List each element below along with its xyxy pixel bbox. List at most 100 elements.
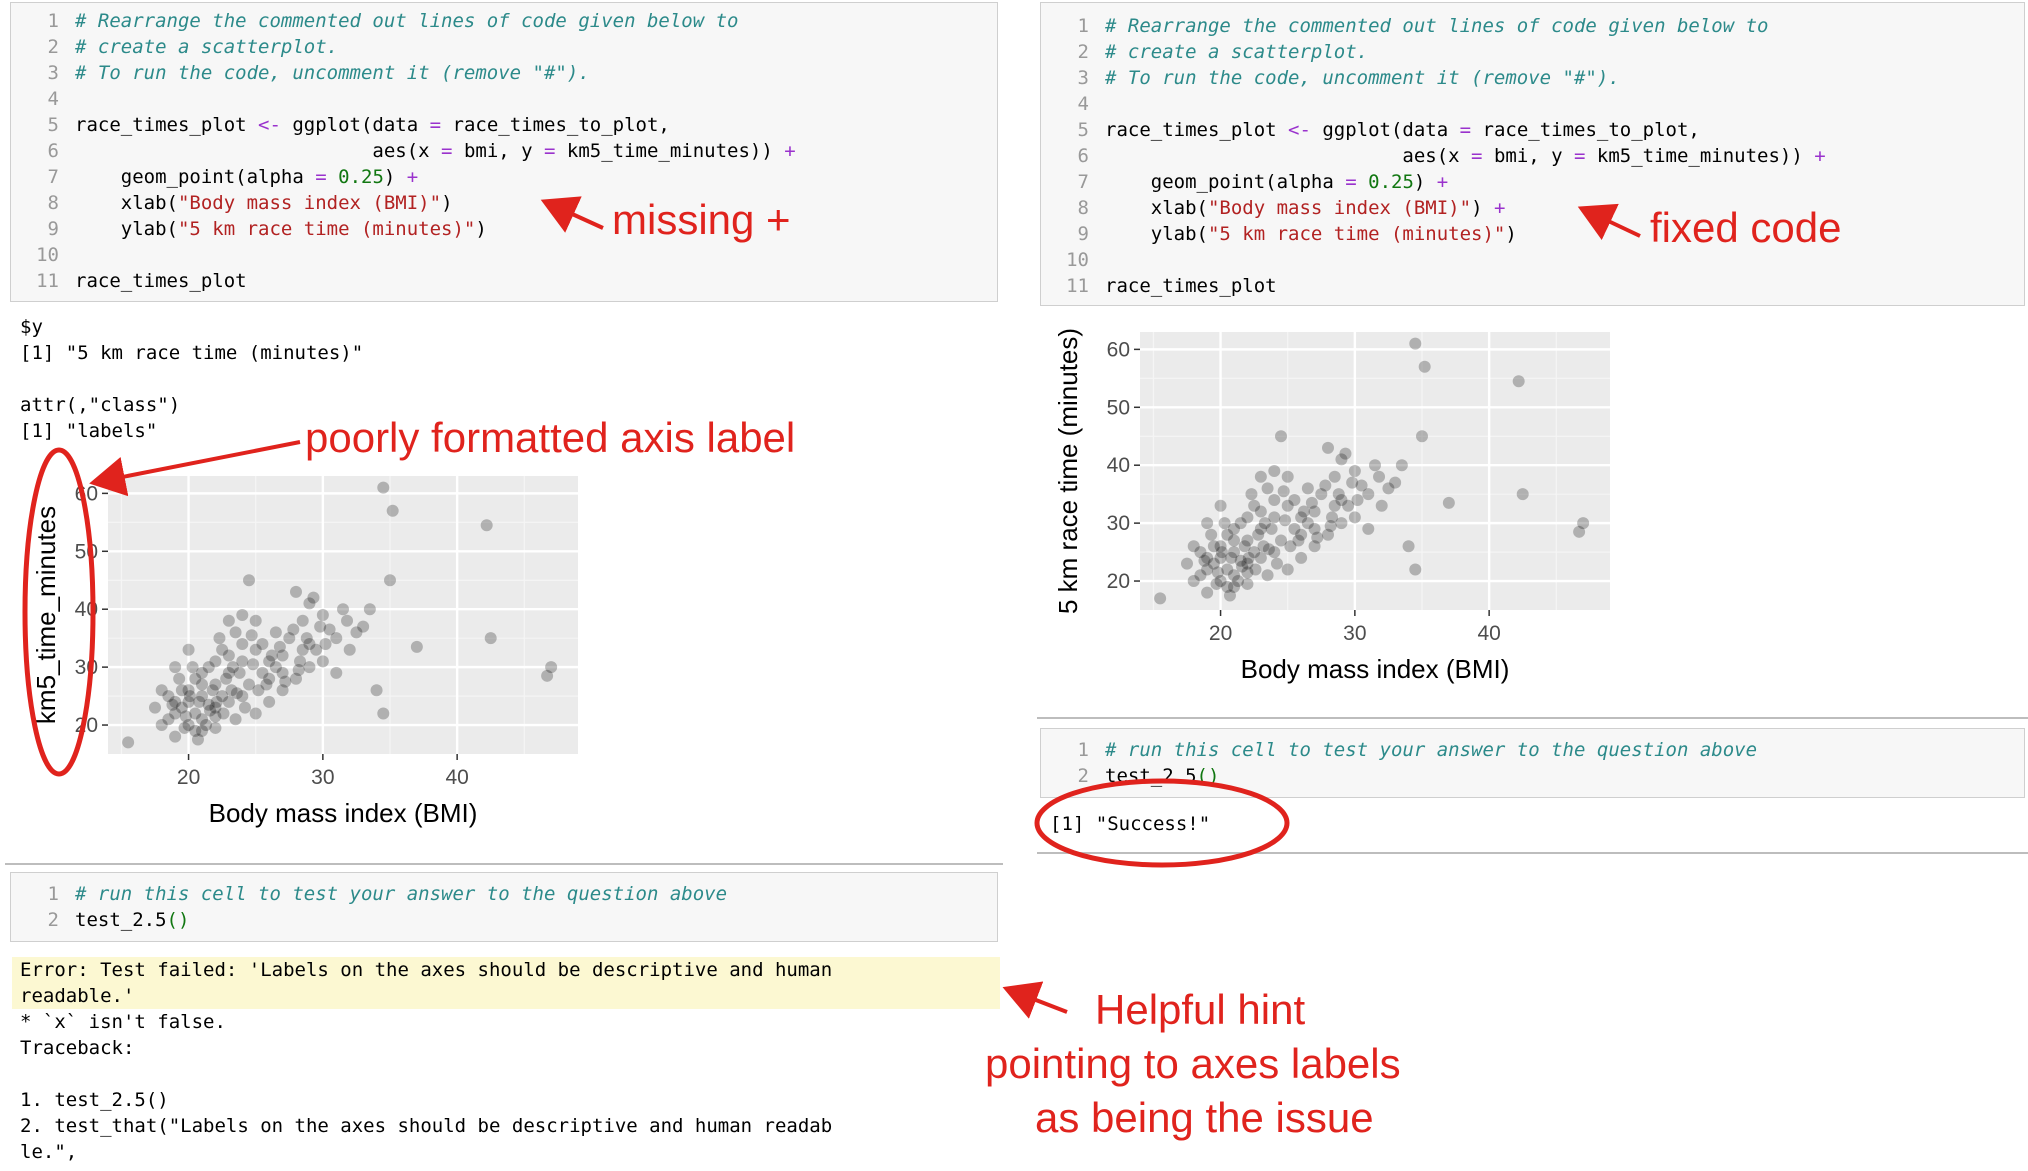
- code-line[interactable]: xlab("Body mass index (BMI)") +: [1105, 195, 1506, 221]
- data-point: [222, 649, 235, 662]
- data-point: [243, 678, 255, 691]
- data-point: [179, 710, 192, 723]
- data-point: [1322, 528, 1334, 541]
- data-point: [1241, 557, 1254, 570]
- x-axis-label: Body mass index (BMI): [209, 798, 478, 828]
- code-line[interactable]: race_times_plot: [1105, 273, 1277, 299]
- code-line[interactable]: race_times_plot: [75, 268, 247, 294]
- data-point: [1279, 514, 1292, 527]
- right-test-cell[interactable]: 1 2 # run this cell to test your answer …: [1040, 728, 2025, 798]
- data-point: [252, 684, 265, 697]
- code-token: ): [383, 166, 407, 188]
- code-line[interactable]: # run this cell to test your answer to t…: [75, 881, 727, 907]
- line-number: 1: [47, 883, 59, 905]
- data-point: [173, 672, 186, 685]
- data-point: [1265, 522, 1278, 535]
- y-tick-label: 60: [75, 482, 98, 505]
- data-point: [1258, 517, 1271, 530]
- equals-operator: =: [544, 140, 556, 162]
- data-point: [183, 690, 196, 703]
- data-point: [296, 614, 309, 627]
- line-number: 5: [1077, 119, 1089, 141]
- data-point: [276, 649, 289, 662]
- y-tick-label: 30: [75, 656, 98, 679]
- code-line[interactable]: # To run the code, uncomment it (remove …: [1105, 65, 1620, 91]
- code-token: race_times_to_plot,: [441, 114, 670, 136]
- data-point: [169, 730, 182, 743]
- data-point: [1228, 546, 1240, 559]
- code-token: ): [441, 192, 453, 214]
- data-point: [175, 701, 188, 714]
- code-line[interactable]: # run this cell to test your answer to t…: [1105, 737, 1757, 763]
- string-literal: "5 km race time (minutes)": [1207, 223, 1506, 245]
- data-point: [155, 684, 168, 697]
- data-point: [249, 707, 262, 720]
- code-line[interactable]: # To run the code, uncomment it (remove …: [75, 60, 590, 86]
- code-line[interactable]: geom_point(alpha = 0.25) +: [1105, 169, 1448, 195]
- data-point: [260, 678, 273, 691]
- data-point: [178, 721, 191, 734]
- data-point: [182, 695, 195, 708]
- line-number: 9: [1077, 223, 1089, 245]
- data-point: [1223, 589, 1236, 602]
- data-point: [1416, 430, 1428, 443]
- data-point: [1382, 482, 1395, 495]
- fixed-code-annotation: fixed code: [1650, 204, 1842, 251]
- data-point: [1308, 540, 1321, 553]
- data-point: [202, 698, 215, 711]
- cell-separator: [1037, 717, 2028, 719]
- data-point: [249, 614, 262, 627]
- data-point: [323, 623, 336, 636]
- data-point: [263, 672, 276, 685]
- data-point: [1181, 557, 1193, 570]
- data-point: [229, 713, 242, 726]
- equals-operator: =: [315, 166, 327, 188]
- data-point: [1295, 528, 1308, 541]
- code-line[interactable]: geom_point(alpha = 0.25) +: [75, 164, 418, 190]
- y-tick-labels: 20 30 40 50 60: [75, 482, 98, 737]
- data-point: [1284, 540, 1297, 553]
- data-point: [1268, 493, 1281, 506]
- left-code-cell[interactable]: 1 2 3 4 5 6 7 8 9 10 11 # Rearrange the …: [10, 2, 998, 302]
- data-point: [1207, 557, 1220, 570]
- data-point: [191, 733, 204, 746]
- code-line[interactable]: ylab("5 km race time (minutes)"): [75, 216, 487, 242]
- y-tick-label: 60: [1107, 338, 1130, 361]
- data-point: [1198, 554, 1211, 567]
- cell-separator: [1037, 852, 2028, 854]
- code-line[interactable]: # create a scatterplot.: [75, 34, 338, 60]
- data-point: [1262, 543, 1275, 556]
- code-line[interactable]: test_2.5(): [75, 907, 189, 933]
- code-line[interactable]: xlab("Body mass index (BMI)"): [75, 190, 453, 216]
- code-line[interactable]: aes(x = bmi, y = km5_time_minutes)) +: [1105, 143, 1825, 169]
- right-code-cell[interactable]: 1 2 3 4 5 6 7 8 9 10 11 # Rearrange the …: [1040, 2, 2025, 306]
- code-line[interactable]: aes(x = bmi, y = km5_time_minutes)) +: [75, 138, 795, 164]
- data-point: [1238, 540, 1251, 553]
- equals-operator: =: [1471, 145, 1483, 167]
- code-token: ylab(: [1105, 223, 1208, 245]
- line-number: 11: [1066, 275, 1089, 297]
- left-test-cell[interactable]: 1 2 # run this cell to test your answer …: [10, 872, 998, 942]
- data-point: [243, 574, 255, 587]
- data-point: [265, 649, 278, 662]
- code-line[interactable]: # create a scatterplot.: [1105, 39, 1368, 65]
- data-point: [1194, 569, 1207, 582]
- code-line[interactable]: ylab("5 km race time (minutes)"): [1105, 221, 1517, 247]
- data-point: [1215, 546, 1228, 559]
- data-point: [256, 666, 269, 679]
- y-tick-label: 20: [1107, 570, 1130, 593]
- data-point: [1270, 557, 1283, 570]
- code-line[interactable]: race_times_plot <- ggplot(data = race_ti…: [75, 112, 670, 138]
- data-point: [1362, 488, 1375, 501]
- code-line[interactable]: # Rearrange the commented out lines of c…: [75, 8, 738, 34]
- code-line[interactable]: test_2.5(): [1105, 763, 1219, 789]
- line-number: 10: [1066, 249, 1089, 271]
- code-token: race_times_to_plot,: [1471, 119, 1700, 141]
- data-point: [169, 661, 182, 674]
- data-point: [410, 640, 423, 653]
- code-line[interactable]: race_times_plot <- ggplot(data = race_ti…: [1105, 117, 1700, 143]
- data-point: [307, 591, 320, 604]
- code-line[interactable]: # Rearrange the commented out lines of c…: [1105, 13, 1768, 39]
- x-tick-label: 20: [177, 766, 200, 789]
